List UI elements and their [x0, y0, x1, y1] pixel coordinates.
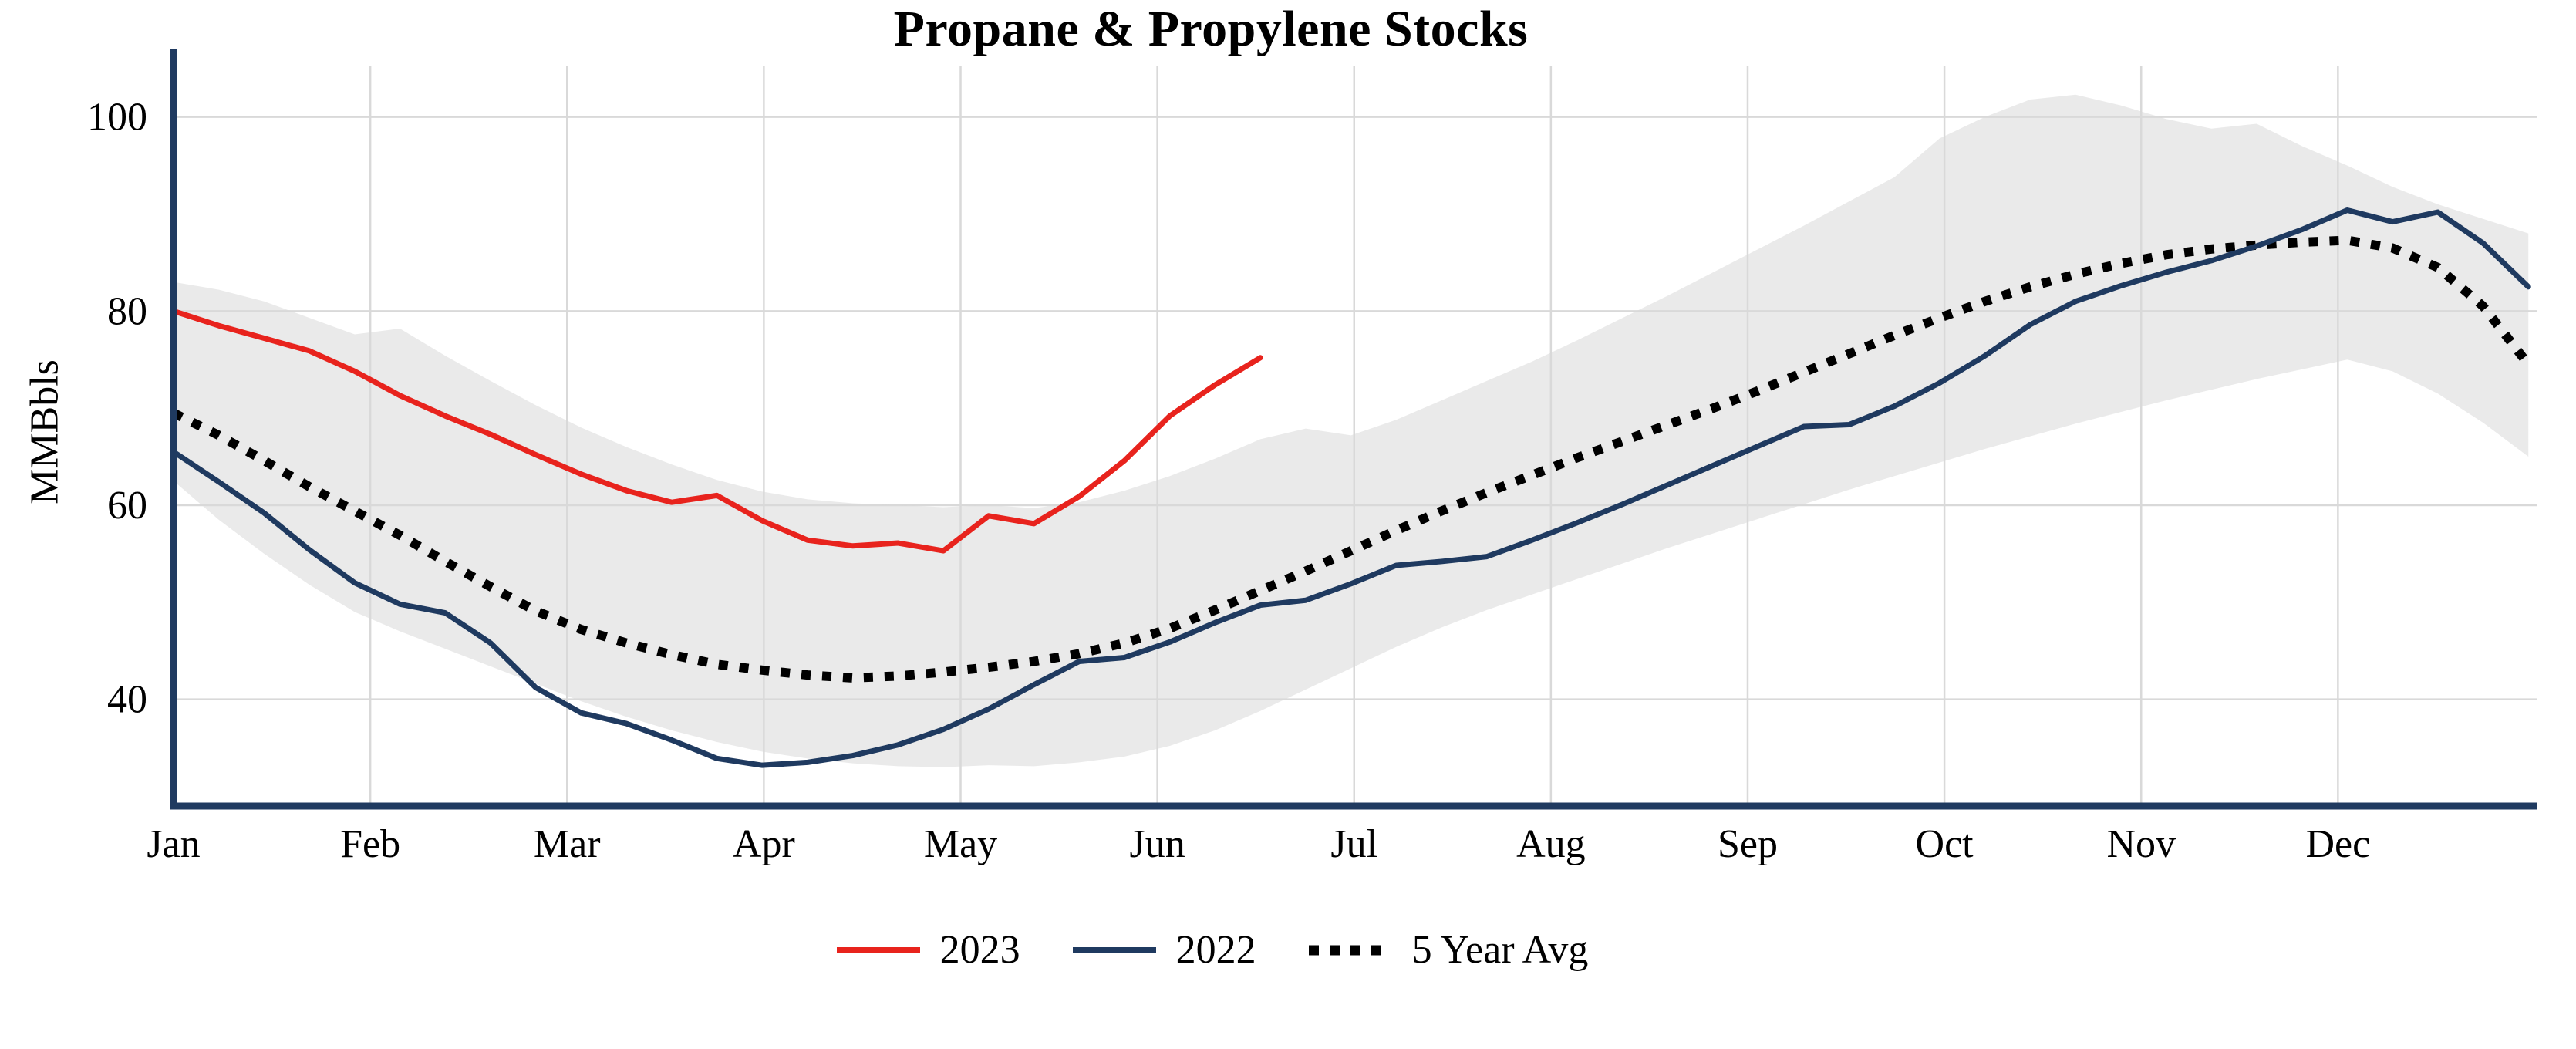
- x-tick-label: Dec: [2305, 822, 2370, 866]
- x-tick-label: Feb: [340, 822, 400, 866]
- legend-item-5-year-avg: 5 Year Avg: [1306, 927, 1589, 973]
- legend-label-2023: 2023: [939, 928, 1020, 972]
- x-tick-label: Jun: [1129, 822, 1185, 866]
- y-tick-label: 100: [87, 96, 147, 140]
- x-tick-label: Nov: [2106, 822, 2176, 866]
- x-tick-label: May: [924, 822, 997, 866]
- legend-label-5-year-avg: 5 Year Avg: [1411, 928, 1589, 972]
- chart-title: Propane & Propylene Stocks: [893, 1, 1529, 57]
- y-tick-label: 80: [107, 289, 147, 333]
- series-line-5-year-avg: [171, 235, 2532, 683]
- y-tick-label: 60: [107, 484, 147, 528]
- series-line-2023: [170, 308, 1263, 554]
- x-tick-label: Mar: [534, 822, 601, 866]
- x-tick-label: Oct: [1916, 822, 1974, 866]
- legend: 2023 2022 5 Year Avg: [0, 927, 2422, 973]
- x-tick-label: Aug: [1516, 822, 1586, 866]
- x-tick-label: Jul: [1330, 822, 1377, 866]
- five-year-range-band: [174, 94, 2529, 767]
- series-line-2022: [170, 207, 2531, 768]
- legend-swatch-2023: [836, 946, 920, 953]
- legend-item-2023: 2023: [834, 927, 1020, 973]
- legend-label-2022: 2022: [1175, 928, 1256, 972]
- legend-swatch-5-year-avg: [1308, 945, 1392, 955]
- y-tick-label: 40: [107, 678, 147, 722]
- x-tick-label: Sep: [1718, 822, 1778, 866]
- legend-item-2022: 2022: [1070, 927, 1256, 973]
- x-tick-label: Apr: [733, 822, 795, 866]
- x-tick-label: Jan: [147, 822, 200, 866]
- legend-swatch-2022: [1072, 946, 1156, 953]
